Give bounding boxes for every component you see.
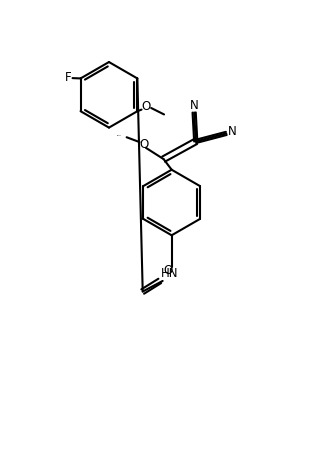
Text: N: N — [228, 125, 237, 138]
Text: O: O — [164, 264, 173, 277]
Text: HN: HN — [161, 267, 179, 280]
Text: O: O — [141, 100, 150, 113]
Text: N: N — [190, 99, 199, 112]
Text: F: F — [65, 71, 72, 84]
Text: O: O — [139, 138, 148, 151]
